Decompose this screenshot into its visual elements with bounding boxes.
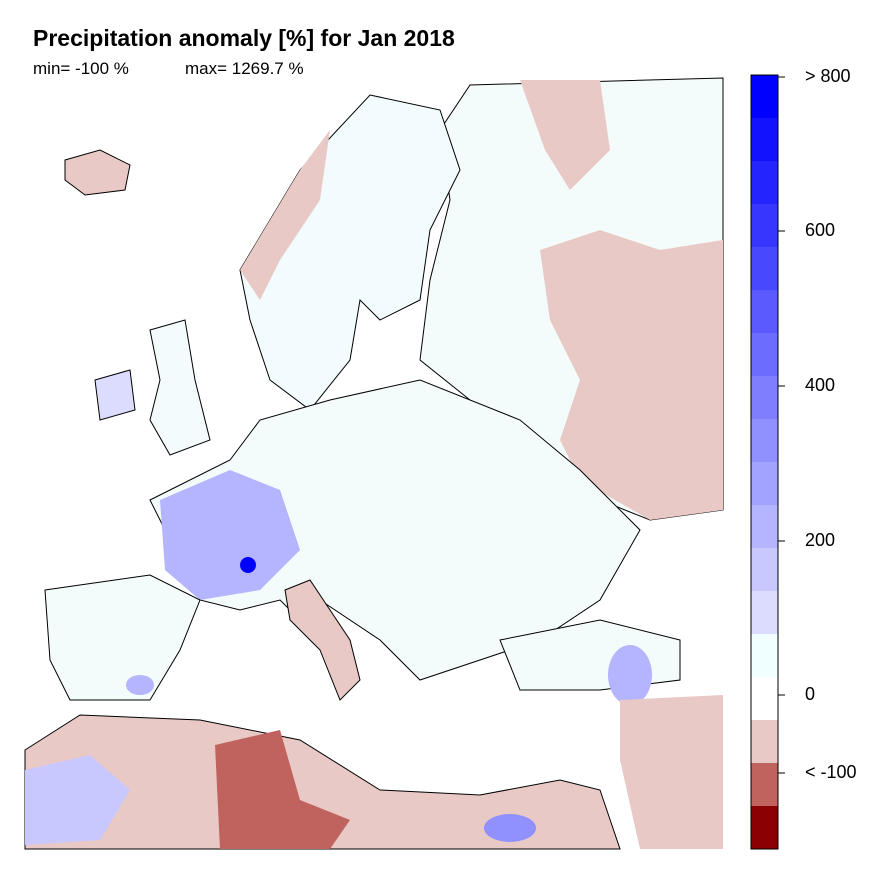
levant-wet	[608, 645, 652, 705]
colorbar-segment	[751, 376, 778, 420]
colorbar: > 800 600 400 200 0 < -100	[750, 66, 857, 850]
north-dry	[520, 80, 610, 190]
colorbar-label: < -100	[805, 762, 857, 782]
great-britain	[149, 319, 211, 456]
colorbar-segment	[751, 720, 778, 764]
colorbar-frame	[750, 74, 779, 850]
colorbar-label: > 800	[805, 66, 851, 86]
title: Precipitation anomaly [%] for Jan 2018	[33, 25, 455, 51]
alps-peak	[240, 557, 256, 573]
norway-dry	[240, 130, 330, 300]
middle-east	[620, 695, 723, 849]
italy	[284, 579, 361, 701]
scandinavia	[239, 94, 461, 411]
colorbar-label: 400	[805, 375, 835, 395]
colorbar-segment	[751, 548, 778, 592]
colorbar-segment	[751, 419, 778, 463]
colorbar-segment	[751, 333, 778, 377]
colorbar-segment	[751, 806, 778, 850]
colorbar-segment	[751, 462, 778, 506]
iberia	[44, 574, 201, 701]
libya-dry	[215, 730, 350, 849]
iberia-wet	[126, 675, 154, 695]
colorbar-segment	[751, 247, 778, 291]
colorbar-label: 200	[805, 530, 835, 550]
north-africa	[24, 714, 621, 850]
ireland	[94, 369, 136, 421]
east-dry	[540, 230, 723, 520]
colorbar-segment	[751, 204, 778, 248]
colorbar-segment	[751, 591, 778, 635]
colorbar-segment	[751, 118, 778, 162]
colorbar-segment	[751, 763, 778, 807]
colorbar-label: 600	[805, 220, 835, 240]
colorbar-label: 0	[805, 684, 815, 704]
colorbar-segment	[751, 677, 778, 721]
colorbar-segment	[751, 634, 778, 678]
morocco-wet	[25, 755, 130, 845]
france-wet	[160, 470, 300, 600]
colorbar-segment	[751, 75, 778, 119]
colorbar-segment	[751, 505, 778, 549]
max-label: max= 1269.7 %	[185, 59, 304, 78]
colorbar-segment	[751, 161, 778, 205]
map	[24, 75, 724, 850]
egypt-wet	[484, 814, 536, 842]
colorbar-segment	[751, 290, 778, 334]
iceland	[64, 149, 131, 196]
min-label: min= -100 %	[33, 59, 129, 78]
